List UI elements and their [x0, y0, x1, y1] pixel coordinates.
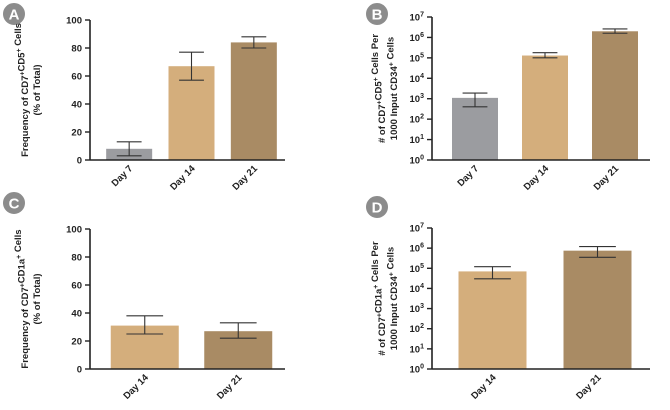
y-tick-label: 0 — [77, 156, 82, 167]
error-bar — [579, 245, 616, 258]
y-tick-label: 106 — [410, 243, 425, 255]
y-axis-label: # of CD7+CD5+ Cells Per — [370, 34, 388, 143]
y-tick-label: 60 — [71, 72, 82, 83]
panel-badge: A — [1, 1, 27, 27]
error-bar — [602, 28, 628, 34]
y-axis-label: Frequency of CD7+CD1a+ Cells — [13, 229, 31, 368]
panel-badge-circle — [364, 1, 390, 27]
error-bar — [116, 141, 142, 157]
error-bar — [474, 266, 511, 280]
bar — [522, 55, 568, 160]
error-bar — [219, 322, 257, 339]
bar — [168, 66, 215, 160]
bar — [458, 271, 527, 369]
y-axis-label: 1000 Input CD34+ Cells — [386, 37, 401, 140]
panel-badge-circle — [364, 194, 390, 220]
y-tick-label: 103 — [410, 303, 425, 315]
y-tick-label: 107 — [410, 223, 425, 235]
error-bar — [241, 36, 267, 49]
y-tick-label: 20 — [71, 337, 82, 348]
panel-c: C Day 14 Day 21 0 20 40 60 80 100 Frequency of CD… — [1, 190, 285, 402]
y-tick-label: 107 — [410, 12, 425, 24]
y-tick-label: 40 — [71, 100, 82, 111]
panel-badge: B — [364, 1, 390, 27]
panel-badge: D — [364, 194, 390, 220]
x-tick-label: Day 14 — [168, 163, 198, 193]
y-tick-label: 40 — [71, 309, 82, 320]
x-tick-label: Day 14 — [121, 372, 151, 402]
y-tick-label: 80 — [71, 44, 82, 55]
y-axis-label: 1000 Input CD34+ Cells — [386, 247, 401, 350]
y-axis-label: Frequency of CD7+CD5+ Cells — [13, 23, 31, 157]
x-tick-label: Day 7 — [110, 163, 136, 189]
y-tick-label: 105 — [410, 263, 425, 275]
y-tick-label: 104 — [410, 283, 425, 295]
y-tick-label: 0 — [77, 365, 82, 376]
panel-badge-letter: B — [372, 7, 383, 24]
bar — [563, 250, 632, 369]
x-tick-label: Day 21 — [574, 372, 604, 402]
bar — [230, 42, 277, 160]
y-tick-label: 80 — [71, 253, 82, 264]
error-bar — [532, 52, 558, 59]
error-bar — [126, 315, 164, 335]
x-tick-label: Day 21 — [592, 163, 622, 193]
panel-d: D Day 14 Day 21 100 101 102 103 104 105 106 107 # o… — [364, 194, 650, 402]
y-tick-label: 104 — [410, 73, 425, 85]
y-tick-label: 102 — [410, 114, 425, 126]
panel-badge-letter: C — [9, 196, 20, 213]
y-tick-label: 102 — [410, 323, 425, 335]
panel-badge: C — [1, 190, 27, 216]
panel-badge-letter: D — [372, 200, 383, 217]
x-tick-label: Day 7 — [455, 163, 481, 189]
y-tick-label: 60 — [71, 281, 82, 292]
panel-badge-circle — [1, 190, 27, 216]
y-axis-label: # of CD7+CD1a+ Cells Per — [370, 241, 388, 356]
y-tick-label: 100 — [410, 155, 425, 167]
y-tick-label: 20 — [71, 128, 82, 139]
y-tick-label: 101 — [410, 343, 425, 355]
y-tick-label: 105 — [410, 52, 425, 64]
y-axis-label: (% of Total) — [32, 64, 43, 115]
bar — [452, 97, 498, 160]
y-tick-label: 100 — [66, 225, 82, 236]
y-axis-label: (% of Total) — [32, 273, 43, 324]
x-tick-label: Day 21 — [231, 163, 261, 193]
panel-b: B Day 7 Day 14 Day 21 100 101 102 103 104 105 106 1… — [364, 1, 650, 193]
error-bar — [179, 51, 204, 81]
x-tick-label: Day 14 — [522, 163, 552, 193]
panel-a: A Day 7 Day 14 Day 21 0 20 40 60 80 100 Frequency … — [1, 1, 285, 193]
error-bar — [462, 92, 488, 108]
y-tick-label: 100 — [410, 364, 425, 376]
y-tick-label: 100 — [66, 16, 82, 27]
y-tick-label: 103 — [410, 93, 425, 105]
y-tick-label: 101 — [410, 134, 425, 146]
x-tick-label: Day 14 — [469, 372, 499, 402]
bar — [592, 31, 638, 160]
x-tick-label: Day 21 — [215, 372, 245, 402]
panel-badge-letter: A — [9, 7, 20, 24]
panel-badge-circle — [1, 1, 27, 27]
y-tick-label: 106 — [410, 32, 425, 44]
